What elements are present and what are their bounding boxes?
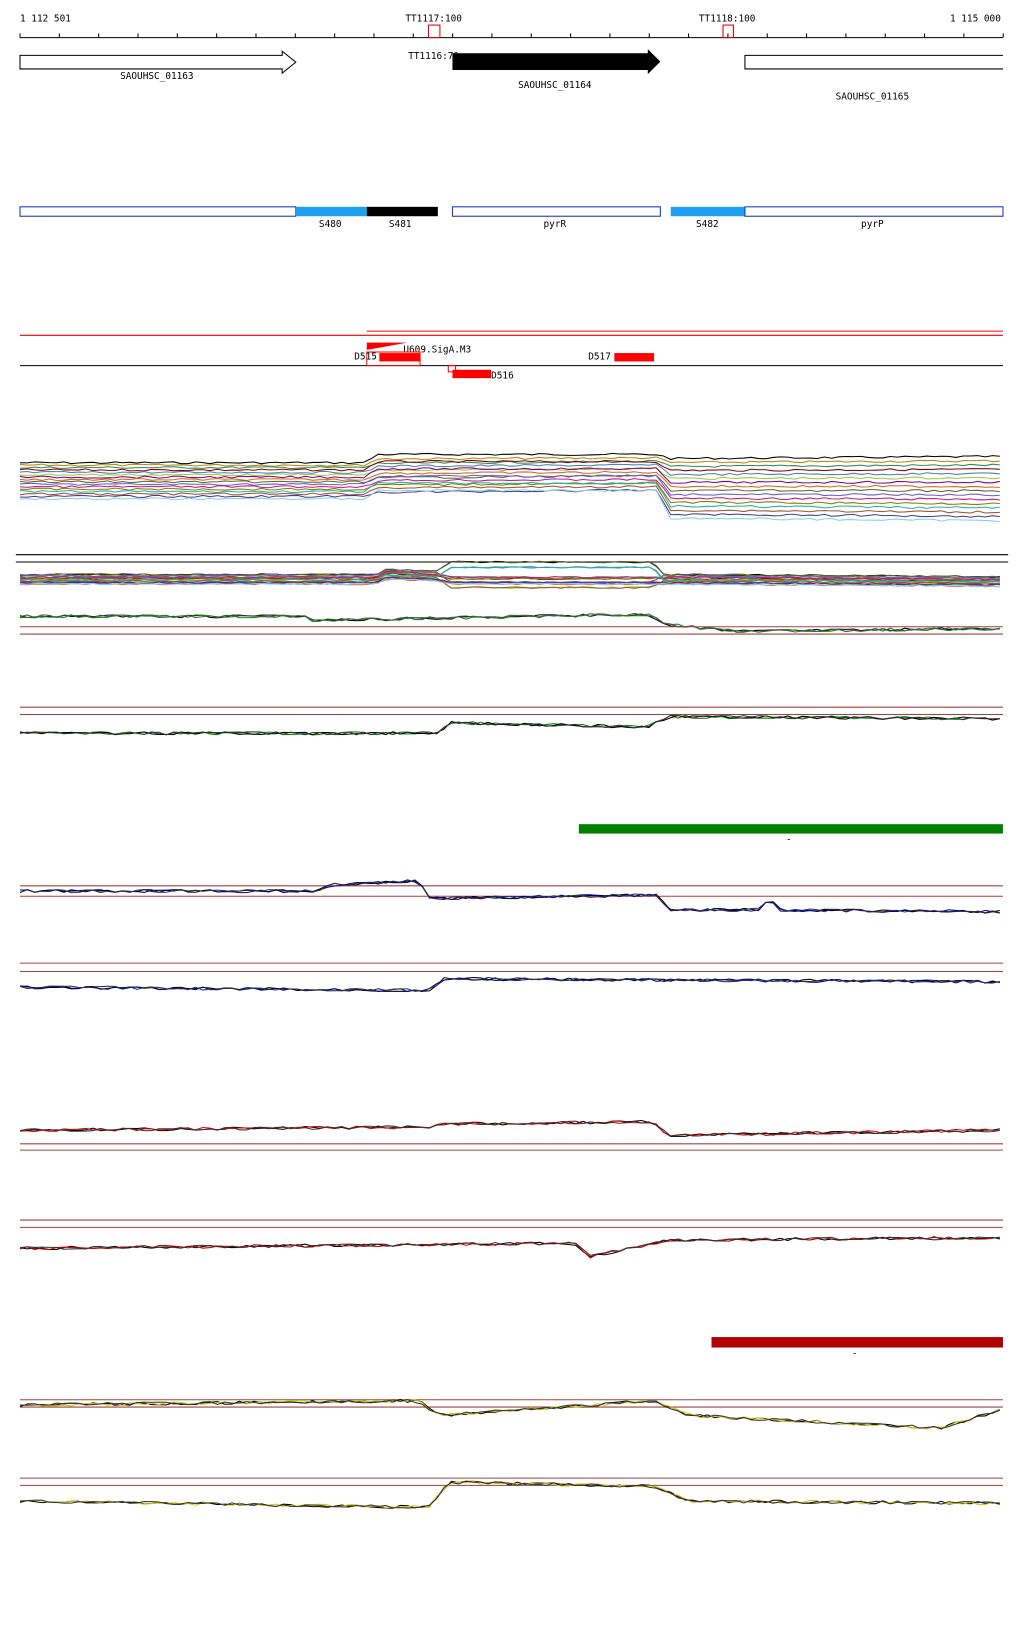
feature-box [379, 353, 421, 362]
feature-label: D517 [588, 352, 611, 363]
segment-label: pyrR [544, 219, 567, 230]
signal-line [19, 578, 1000, 588]
signal-line [19, 452, 1000, 465]
marker: - [786, 834, 792, 845]
segment [451, 206, 661, 217]
feature-label: D516 [491, 371, 514, 382]
signal-line [19, 879, 1000, 914]
signal-line [19, 612, 1000, 633]
signal-line [19, 481, 1000, 505]
signal-line [19, 488, 1000, 523]
signal-line [19, 1236, 1000, 1259]
signal-line [19, 1236, 1000, 1256]
signal-line [19, 1398, 1001, 1430]
signal-tracks [19, 452, 1003, 1509]
region-bar [578, 824, 1003, 834]
region-bar [711, 1337, 1003, 1348]
signal-line [19, 470, 1000, 489]
signal-line [19, 976, 1000, 992]
feature-label: D515 [354, 352, 377, 363]
segment-label: S480 [319, 219, 342, 230]
marker: - [852, 1348, 858, 1359]
signal-line [19, 488, 1000, 518]
gene-label: SAOUHSC_01163 [120, 71, 194, 82]
signal-line [19, 478, 1000, 501]
signal-line [19, 481, 1000, 510]
signal-line [19, 474, 1000, 497]
ruler-end: 1 115 000 [950, 13, 1001, 24]
signal-line [19, 485, 1000, 514]
segment [295, 206, 367, 217]
ruler-ticks [19, 33, 1004, 38]
feature-label: U609.SigA.M3 [403, 344, 471, 355]
site-box [722, 24, 734, 39]
signal-line [19, 571, 1000, 581]
feature-box [452, 369, 492, 379]
gene-label: SAOUHSC_01164 [518, 80, 592, 91]
segment [19, 206, 297, 217]
site-box [427, 24, 441, 39]
segment-label: S482 [696, 219, 719, 230]
signal-line [19, 560, 1000, 578]
signal-line [19, 576, 1000, 586]
gene-arrow [19, 50, 297, 75]
site-label: TT1116:70 [408, 51, 459, 62]
feature-box [614, 353, 655, 362]
signal-line [19, 1480, 1000, 1509]
ruler-start: 1 112 501 [20, 13, 71, 24]
signal-line [19, 460, 1000, 472]
signal-line [19, 1398, 1001, 1430]
signal-line [19, 467, 1000, 484]
segment-label: S481 [389, 219, 412, 230]
gene-arrow [452, 49, 661, 75]
signal-line [19, 576, 1000, 589]
segment-label: pyrP [861, 219, 884, 230]
signal-line [19, 463, 1000, 476]
signal-line [19, 569, 1000, 584]
site-label: TT1118:100 [699, 13, 756, 24]
site-label: TT1117:100 [405, 13, 462, 24]
promoter-mark [366, 342, 408, 350]
gene-box [744, 54, 1003, 70]
feature-outline [447, 365, 457, 373]
segment [366, 206, 438, 217]
segment [670, 206, 745, 217]
segment [744, 206, 1004, 217]
signal-line [19, 566, 1000, 583]
gene-label: SAOUHSC_01165 [836, 92, 909, 103]
signal-line [19, 1120, 1000, 1137]
signal-line [19, 714, 1000, 736]
signal-line [19, 572, 1000, 582]
signal-line [19, 456, 1000, 467]
